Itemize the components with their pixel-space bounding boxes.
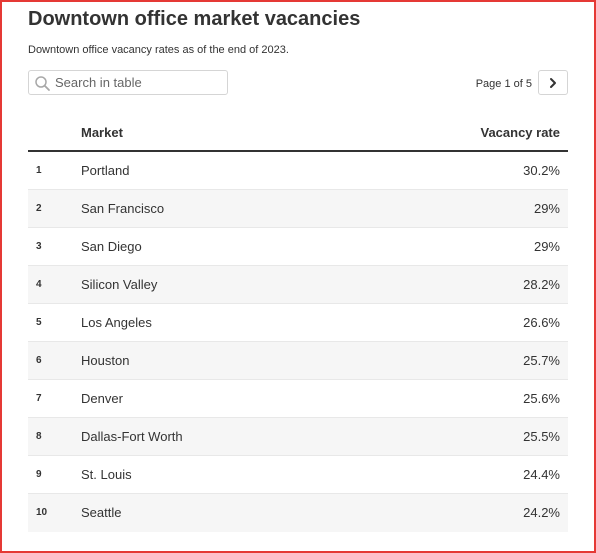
table-row: 3 San Diego 29% xyxy=(28,228,568,266)
search-box[interactable] xyxy=(28,70,228,95)
search-input[interactable] xyxy=(55,71,223,94)
table-row: 6 Houston 25.7% xyxy=(28,342,568,380)
row-market: Silicon Valley xyxy=(81,277,158,292)
table-row: 5 Los Angeles 26.6% xyxy=(28,304,568,342)
table-row: 7 Denver 25.6% xyxy=(28,380,568,418)
row-vacancy-rate: 25.6% xyxy=(523,391,560,406)
chevron-right-icon xyxy=(550,77,556,88)
row-vacancy-rate: 28.2% xyxy=(523,277,560,292)
table-row: 9 St. Louis 24.4% xyxy=(28,456,568,494)
table-body: 1 Portland 30.2% 2 San Francisco 29% 3 S… xyxy=(28,152,568,532)
row-rank: 9 xyxy=(36,469,42,480)
pagination-label: Page 1 of 5 xyxy=(475,78,532,90)
page-title: Downtown office market vacancies xyxy=(28,8,361,30)
row-rank: 4 xyxy=(36,279,42,290)
row-rank: 8 xyxy=(36,431,42,442)
row-vacancy-rate: 24.2% xyxy=(523,505,560,520)
row-vacancy-rate: 30.2% xyxy=(523,163,560,178)
row-rank: 5 xyxy=(36,317,42,328)
table-row: 10 Seattle 24.2% xyxy=(28,494,568,532)
table-row: 4 Silicon Valley 28.2% xyxy=(28,266,568,304)
row-rank: 7 xyxy=(36,393,42,404)
row-market: Dallas-Fort Worth xyxy=(81,429,183,444)
row-vacancy-rate: 29% xyxy=(533,239,560,254)
row-rank: 2 xyxy=(36,203,42,214)
row-market: St. Louis xyxy=(81,467,132,482)
row-rank: 3 xyxy=(36,241,42,252)
row-vacancy-rate: 29% xyxy=(533,201,560,216)
table-row: 8 Dallas-Fort Worth 25.5% xyxy=(28,418,568,456)
table-row: 2 San Francisco 29% xyxy=(28,190,568,228)
search-icon xyxy=(35,76,50,91)
column-header-vacancy-rate[interactable]: Vacancy rate xyxy=(480,125,560,140)
row-market: Houston xyxy=(81,353,130,368)
row-market: San Diego xyxy=(81,239,142,254)
row-market: Portland xyxy=(81,163,130,178)
row-vacancy-rate: 24.4% xyxy=(523,467,560,482)
table-header: Market Vacancy rate xyxy=(28,114,568,152)
row-market: San Francisco xyxy=(81,201,165,216)
row-market: Seattle xyxy=(81,505,122,520)
column-header-market[interactable]: Market xyxy=(81,125,123,140)
row-rank: 1 xyxy=(36,165,42,176)
row-market: Los Angeles xyxy=(81,315,152,330)
row-rank: 6 xyxy=(36,355,42,366)
table-row: 1 Portland 30.2% xyxy=(28,152,568,190)
page-subtitle: Downtown office vacancy rates as of the … xyxy=(28,44,289,56)
row-market: Denver xyxy=(81,391,123,406)
row-vacancy-rate: 25.5% xyxy=(523,429,560,444)
row-vacancy-rate: 25.7% xyxy=(523,353,560,368)
next-page-button[interactable] xyxy=(538,70,568,95)
row-vacancy-rate: 26.6% xyxy=(523,315,560,330)
row-rank: 10 xyxy=(36,507,48,518)
